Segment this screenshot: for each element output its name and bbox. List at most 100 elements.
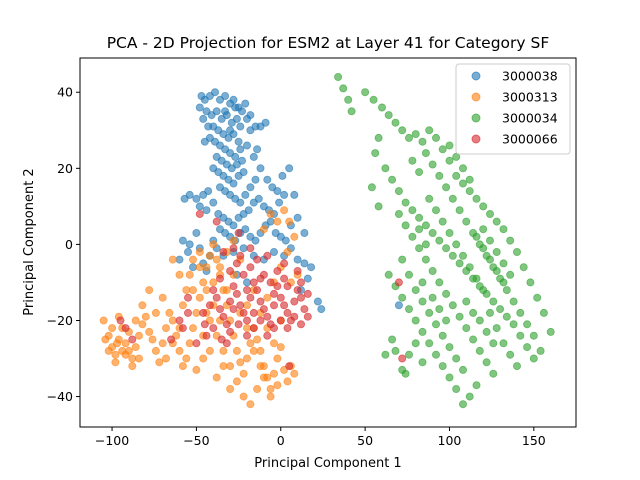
data-point (269, 324, 278, 333)
data-point (239, 308, 248, 317)
data-point (246, 263, 255, 272)
x-tick-label: −50 (183, 433, 209, 448)
data-point (199, 308, 208, 317)
data-point (275, 198, 284, 207)
data-point (361, 88, 370, 97)
data-point (199, 278, 208, 287)
data-point (241, 99, 250, 108)
data-point (472, 232, 481, 241)
data-point (192, 365, 201, 374)
data-point (492, 266, 501, 275)
data-point (374, 133, 383, 142)
data-point (226, 297, 235, 306)
data-point (273, 217, 282, 226)
plot-area (99, 73, 555, 409)
data-point (276, 343, 285, 352)
data-point (128, 362, 137, 371)
data-point (344, 95, 353, 104)
data-point (242, 301, 251, 310)
data-point (398, 255, 407, 264)
data-point (202, 331, 211, 340)
data-point (303, 312, 312, 321)
data-point (499, 259, 508, 268)
data-point (273, 354, 282, 363)
data-point (234, 228, 243, 237)
data-point (232, 346, 241, 355)
data-point (263, 331, 272, 340)
data-point (138, 320, 147, 329)
data-point (489, 297, 498, 306)
data-point (185, 270, 194, 279)
data-point (539, 308, 548, 317)
data-point (185, 240, 194, 249)
data-point (128, 354, 137, 363)
data-point (398, 126, 407, 135)
data-point (472, 194, 481, 203)
data-point (158, 293, 167, 302)
data-point (212, 255, 221, 264)
data-point (229, 179, 238, 188)
data-point (462, 217, 471, 226)
data-point (108, 324, 117, 333)
data-point (222, 320, 231, 329)
data-point (266, 217, 275, 226)
data-point (415, 168, 424, 177)
data-point (469, 308, 478, 317)
data-point (462, 297, 471, 306)
data-point (281, 236, 290, 245)
data-point (141, 312, 150, 321)
data-point (290, 312, 299, 321)
legend-label: 3000313 (502, 90, 558, 105)
data-point (377, 103, 386, 112)
data-point (506, 270, 515, 279)
data-point (492, 247, 501, 256)
data-point (246, 244, 255, 253)
data-point (209, 278, 218, 287)
data-point (465, 392, 474, 401)
data-point (374, 202, 383, 211)
data-point (496, 305, 505, 314)
data-point (151, 346, 160, 355)
data-point (438, 362, 447, 371)
data-point (394, 187, 403, 196)
data-point (165, 308, 174, 317)
data-point (199, 190, 208, 199)
data-point (425, 126, 434, 135)
data-point (192, 228, 201, 237)
data-point (499, 225, 508, 234)
data-point (128, 335, 137, 344)
data-point (185, 339, 194, 348)
data-point (401, 221, 410, 230)
data-point (394, 209, 403, 218)
data-point (398, 293, 407, 302)
data-point (241, 190, 250, 199)
data-point (391, 118, 400, 127)
data-point (253, 145, 262, 154)
data-point (280, 206, 289, 215)
data-point (347, 107, 356, 116)
data-point (513, 247, 522, 256)
data-point (253, 255, 262, 264)
legend-box (455, 63, 571, 155)
data-point (458, 179, 467, 188)
data-point (246, 293, 255, 302)
data-point (462, 324, 471, 333)
data-point (411, 339, 420, 348)
data-point (469, 335, 478, 344)
data-point (290, 369, 299, 378)
data-point (411, 316, 420, 325)
data-point (296, 293, 305, 302)
data-point (131, 316, 140, 325)
data-point (435, 278, 444, 287)
data-point (472, 274, 481, 283)
data-point (509, 297, 518, 306)
data-point (398, 354, 407, 363)
chart-title: PCA - 2D Projection for ESM2 at Layer 41… (107, 34, 550, 52)
data-point (249, 346, 258, 355)
data-point (290, 297, 299, 306)
data-point (516, 331, 525, 340)
data-point (269, 301, 278, 310)
data-point (254, 194, 263, 203)
legend-label: 3000066 (502, 132, 558, 147)
